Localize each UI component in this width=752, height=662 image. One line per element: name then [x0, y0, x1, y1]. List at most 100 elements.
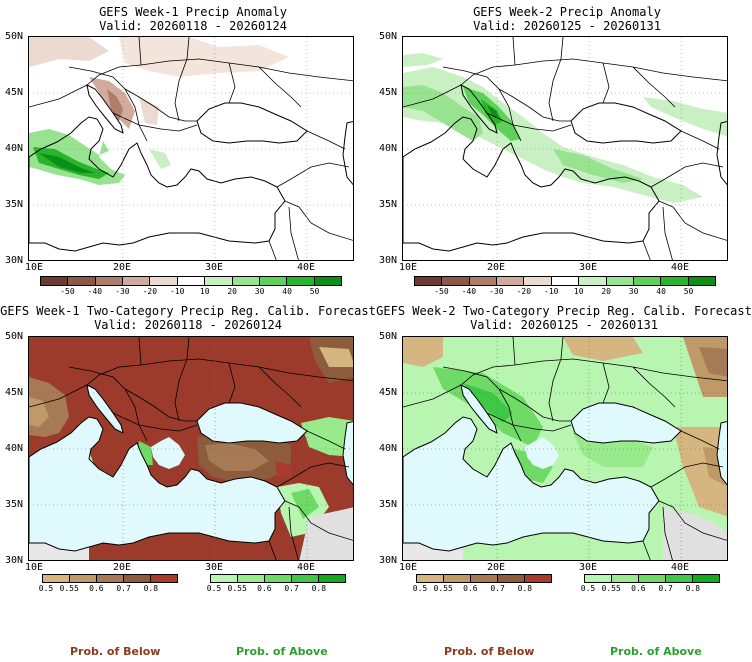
- panel1-title-line2: Valid: 20260118 - 20260124: [99, 19, 287, 33]
- p4-lat-30n: 30N: [379, 555, 398, 566]
- p4-below-swatch-4: [525, 575, 551, 582]
- p4-lat-50n: 50N: [379, 331, 398, 342]
- p2-anomaly-swatch-9: [661, 277, 689, 285]
- p4-above-swatch-2: [639, 575, 666, 582]
- p4-above-tick-0: 0.5: [580, 584, 596, 593]
- p2-lon-30e: 30E: [579, 262, 598, 273]
- p3-lat-50n: 50N: [5, 331, 24, 342]
- p3-above-swatch-4: [319, 575, 345, 582]
- p3-below-colorbar: [42, 574, 178, 583]
- p3-lon-10e: 10E: [25, 562, 44, 573]
- p3-above-colorbar: [210, 574, 346, 583]
- p3-lat-30n: 30N: [5, 555, 24, 566]
- p2-lon-40e: 40E: [671, 262, 690, 273]
- p3-above-swatch-2: [265, 575, 292, 582]
- p2-lat-50n: 50N: [379, 31, 398, 42]
- p1-lon-30e: 30E: [205, 262, 224, 273]
- p4-lat-35n: 35N: [379, 499, 398, 510]
- p1-lon-20e: 20E: [113, 262, 132, 273]
- p1-anomaly-swatch-6: [205, 277, 233, 285]
- panel4-title-line1: GEFS Week-2 Two-Category Precip Reg. Cal…: [376, 304, 752, 318]
- p4-lon-30e: 30E: [579, 562, 598, 573]
- p1-anomaly-swatch-7: [232, 277, 260, 285]
- p1-lat-35n: 35N: [5, 199, 24, 210]
- p4-below-tick-0: 0.5: [412, 584, 428, 593]
- p1-lat-40n: 40N: [5, 143, 24, 154]
- p4-lon-10e: 10E: [399, 562, 418, 573]
- p2-anomaly-tick-3: -20: [516, 287, 532, 296]
- p4-above-swatch-3: [666, 575, 693, 582]
- p4-below-swatch-3: [498, 575, 525, 582]
- p3-below-swatch-0: [43, 575, 70, 582]
- p3-prob-below-label: Prob. of Below: [70, 645, 161, 658]
- p1-lon-40e: 40E: [297, 262, 316, 273]
- p3-below-tick-1: 0.55: [59, 584, 79, 593]
- p3-lon-20e: 20E: [113, 562, 132, 573]
- p4-below-tick-1: 0.55: [433, 584, 453, 593]
- p3-below-tick-0: 0.5: [38, 584, 54, 593]
- p2-lon-20e: 20E: [487, 262, 506, 273]
- p1-anomaly-swatch-2: [95, 277, 124, 285]
- p2-anomaly-tick-2: -30: [489, 287, 504, 296]
- p4-above-swatch-0: [585, 575, 612, 582]
- p2-anomaly-swatch-7: [606, 277, 634, 285]
- p3-above-swatch-0: [211, 575, 238, 582]
- p2-anomaly-swatch-5: [551, 277, 580, 285]
- p1-lon-10e: 10E: [25, 262, 44, 273]
- p3-above-tick-1: 0.55: [227, 584, 247, 593]
- p3-below-tick-4: 0.8: [143, 584, 159, 593]
- p3-above-swatch-3: [292, 575, 319, 582]
- panel3-title-line2: Valid: 20260118 - 20260124: [94, 318, 282, 332]
- p2-anomaly-tick-9: 50: [683, 287, 694, 296]
- p3-above-tick-0: 0.5: [206, 584, 222, 593]
- p2-lat-30n: 30N: [379, 255, 398, 266]
- panel1-map: [28, 36, 354, 261]
- p1-lat-50n: 50N: [5, 31, 24, 42]
- p4-lon-20e: 20E: [487, 562, 506, 573]
- p4-above-colorbar: [584, 574, 720, 583]
- p1-anomaly-tick-5: 10: [199, 287, 210, 296]
- p2-anomaly-tick-1: -40: [461, 287, 477, 296]
- p3-below-swatch-1: [70, 575, 97, 582]
- panel2-title: GEFS Week-2 Precip Anomaly Valid: 202601…: [402, 5, 732, 33]
- panel4-map: [402, 336, 728, 561]
- p4-lon-40e: 40E: [671, 562, 690, 573]
- panel3-title: GEFS Week-1 Two-Category Precip Reg. Cal…: [0, 304, 376, 332]
- p3-below-swatch-3: [124, 575, 151, 582]
- p1-anomaly-swatch-10: [314, 277, 341, 285]
- panel2-title-line1: GEFS Week-2 Precip Anomaly: [473, 5, 661, 19]
- p3-lon-40e: 40E: [297, 562, 316, 573]
- p1-anomaly-tick-9: 50: [309, 287, 320, 296]
- p1-anomaly-swatch-9: [287, 277, 315, 285]
- panel2-title-line2: Valid: 20260125 - 20260131: [473, 19, 661, 33]
- p1-lat-30n: 30N: [5, 255, 24, 266]
- p4-above-tick-1: 0.55: [601, 584, 621, 593]
- panel4-title-line2: Valid: 20260125 - 20260131: [470, 318, 658, 332]
- p2-lat-35n: 35N: [379, 199, 398, 210]
- p2-anomaly-swatch-8: [633, 277, 662, 285]
- p2-anomaly-swatch-6: [579, 277, 607, 285]
- p2-anomaly-swatch-0: [415, 277, 443, 285]
- p2-lat-45n: 45N: [379, 87, 398, 98]
- p3-above-tick-3: 0.7: [284, 584, 299, 593]
- p3-below-tick-3: 0.7: [116, 584, 131, 593]
- p4-below-tick-4: 0.8: [517, 584, 533, 593]
- p2-anomaly-swatch-3: [497, 277, 525, 285]
- panel3-title-line1: GEFS Week-1 Two-Category Precip Reg. Cal…: [0, 304, 376, 318]
- p1-anomaly-tick-1: -40: [87, 287, 103, 296]
- p3-above-swatch-1: [238, 575, 265, 582]
- p1-anomaly-swatch-0: [41, 277, 69, 285]
- p1-anomaly-swatch-1: [68, 277, 96, 285]
- p3-lat-35n: 35N: [5, 499, 24, 510]
- p4-lat-45n: 45N: [379, 387, 398, 398]
- p1-anomaly-tick-3: -20: [142, 287, 158, 296]
- p4-above-swatch-4: [693, 575, 719, 582]
- p3-above-tick-4: 0.8: [311, 584, 327, 593]
- p1-anomaly-swatch-3: [123, 277, 151, 285]
- p4-above-tick-4: 0.8: [685, 584, 701, 593]
- p2-anomaly-swatch-4: [524, 277, 552, 285]
- p4-prob-above-label: Prob. of Above: [610, 645, 702, 658]
- p1-anomaly-tick-4: -10: [170, 287, 185, 296]
- p2-anomaly-swatch-1: [442, 277, 470, 285]
- p4-lat-40n: 40N: [379, 443, 398, 454]
